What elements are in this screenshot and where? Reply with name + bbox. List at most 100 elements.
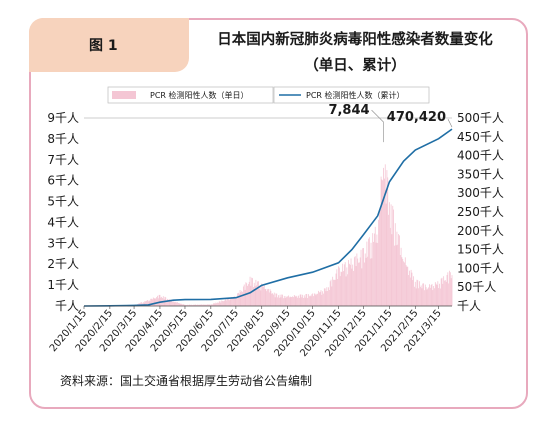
daily-bar: [342, 263, 344, 306]
daily-bar: [346, 267, 348, 306]
figure-tag-label: 图 1: [89, 38, 118, 54]
daily-bar: [323, 288, 325, 306]
daily-bar: [321, 294, 323, 306]
daily-bar: [237, 293, 238, 306]
daily-bar: [149, 301, 151, 306]
daily-bar: [400, 247, 402, 306]
daily-bar: [177, 302, 179, 306]
daily-bar: [318, 292, 320, 306]
legend: PCR 检测阳性人数（单日） PCR 检测阳性人数（累计）: [107, 86, 430, 104]
daily-bar: [397, 244, 399, 306]
daily-bar: [438, 288, 440, 306]
daily-bar: [313, 293, 315, 306]
daily-bar: [173, 302, 175, 306]
daily-bar: [387, 177, 389, 306]
daily-bar: [290, 297, 292, 306]
cumulative-line: [83, 128, 453, 307]
daily-bar: [349, 264, 351, 306]
daily-bar: [340, 271, 342, 306]
daily-bar: [373, 241, 374, 306]
daily-bar: [203, 304, 205, 306]
daily-bar: [357, 258, 359, 306]
left-tick-label: 3千人: [47, 236, 79, 250]
daily-bar: [350, 258, 352, 306]
right-tick-label: 400千人: [457, 149, 504, 163]
right-tick-label: 250千人: [457, 205, 504, 219]
daily-bar: [232, 297, 234, 306]
daily-bar: [398, 234, 399, 306]
daily-bar: [320, 290, 322, 306]
daily-bar: [439, 288, 441, 306]
daily-bar: [156, 297, 157, 306]
daily-bar: [298, 295, 299, 306]
daily-bar: [211, 304, 213, 306]
daily-bar: [177, 302, 178, 306]
daily-bar: [209, 304, 211, 306]
daily-bar: [338, 267, 340, 306]
daily-bar: [404, 262, 405, 306]
daily-bar: [434, 282, 436, 306]
daily-bar: [212, 304, 213, 306]
daily-bar: [227, 298, 228, 306]
daily-bar: [416, 279, 418, 306]
daily-bar: [328, 287, 329, 306]
daily-bar: [379, 209, 380, 306]
daily-bar: [412, 280, 414, 306]
daily-bar: [354, 256, 356, 306]
daily-bar: [353, 257, 355, 306]
daily-bar: [337, 278, 339, 306]
daily-bar: [295, 296, 297, 306]
daily-bar: [223, 300, 225, 306]
daily-bar: [302, 294, 304, 306]
daily-bar: [303, 297, 304, 306]
daily-bar: [370, 242, 372, 306]
daily-bar: [369, 258, 371, 306]
daily-bar: [191, 304, 193, 306]
daily-bar: [424, 290, 425, 306]
daily-bar: [260, 290, 262, 306]
daily-bar: [432, 290, 434, 306]
daily-bar: [444, 280, 446, 306]
daily-bar: [374, 226, 376, 306]
daily-bar: [410, 269, 412, 306]
legend-box-daily: [107, 86, 274, 104]
daily-bar: [313, 296, 314, 306]
daily-bar: [239, 290, 241, 306]
daily-bar: [380, 176, 382, 306]
daily-bar: [316, 293, 318, 306]
annotation-cumulative-latest: 470,420: [387, 110, 446, 125]
daily-bar: [232, 297, 233, 306]
daily-bar: [194, 304, 196, 306]
daily-bar: [415, 288, 417, 306]
daily-bar: [273, 294, 274, 306]
daily-bar: [382, 180, 384, 306]
daily-bar: [308, 296, 310, 306]
daily-bar: [419, 286, 421, 306]
daily-bar: [145, 301, 147, 306]
daily-bar: [307, 298, 309, 306]
daily-bar: [399, 235, 400, 306]
daily-bar: [375, 242, 377, 306]
daily-bar: [419, 281, 420, 306]
daily-bar: [187, 304, 188, 306]
daily-bar: [259, 285, 261, 306]
daily-bar: [333, 279, 334, 306]
daily-bar: [152, 297, 154, 306]
daily-bar: [447, 272, 449, 306]
daily-bar: [414, 286, 415, 306]
legend-label-cumulative: PCR 检测阳性人数（累计）: [306, 90, 405, 100]
daily-bar: [314, 293, 316, 306]
daily-bar: [300, 294, 302, 306]
daily-bar: [284, 298, 286, 306]
daily-bar: [315, 295, 317, 306]
daily-bar: [360, 249, 362, 306]
daily-bar: [141, 302, 142, 306]
daily-bar: [268, 288, 269, 306]
daily-bar: [224, 300, 226, 306]
daily-bar: [363, 248, 364, 306]
daily-bar: [358, 262, 359, 306]
daily-bar: [155, 298, 157, 306]
daily-bar: [256, 285, 258, 306]
left-tick-label: 4千人: [47, 215, 79, 229]
